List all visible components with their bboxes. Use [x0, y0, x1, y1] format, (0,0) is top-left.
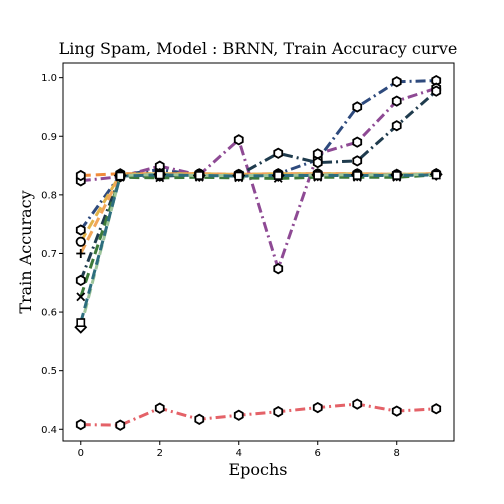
y-tick-label: 0.9: [41, 132, 57, 143]
series-10-point: [234, 171, 244, 181]
series-4-point: [391, 405, 402, 417]
series-3-point: [391, 120, 402, 132]
y-axis-ticks: 0.4 0.5 0.6 0.7 0.8 0.9 1.0: [41, 73, 63, 436]
series-3-point: [273, 147, 284, 159]
series-6-point: [75, 236, 86, 247]
y-tick-label: 0.8: [41, 190, 57, 201]
series-3-point: [431, 85, 442, 97]
series-line-8: [79, 173, 437, 298]
marker-layer: [74, 74, 443, 431]
series-1-point: [391, 76, 402, 88]
series-4-point: [273, 406, 284, 418]
series-10-point: [313, 171, 323, 180]
y-axis-label: Train Accuracy: [16, 190, 35, 313]
x-tick-label: 0: [78, 448, 84, 459]
series-10-point: [431, 170, 441, 180]
series-line-2: [80, 86, 437, 271]
series-10-point: [115, 171, 125, 181]
series-line-3: [79, 90, 438, 281]
series-10-point: [155, 170, 165, 180]
series-4-point: [431, 403, 442, 415]
series-8-point: [76, 292, 86, 302]
series-10-point: [194, 171, 204, 180]
series-4-point: [154, 402, 165, 414]
x-axis-ticks: 0 2 4 6 8: [78, 441, 400, 459]
series-3-point: [312, 156, 323, 169]
series-2-point: [352, 136, 363, 148]
series-3-point: [75, 274, 86, 287]
series-1-point: [352, 101, 363, 113]
series-4-point: [312, 401, 323, 414]
x-tick-label: 8: [394, 448, 400, 459]
y-tick-label: 1.0: [41, 73, 57, 84]
y-tick-label: 0.6: [41, 308, 57, 319]
series-line-7: [79, 172, 437, 255]
series-4-point: [233, 409, 244, 421]
chart-title: Ling Spam, Model : BRNN, Train Accuracy …: [59, 39, 458, 58]
series-2-point: [233, 134, 244, 146]
series-line-10: [79, 173, 437, 324]
series-5-point: [75, 169, 86, 182]
x-axis-label: Epochs: [228, 460, 287, 479]
series-7-point: [76, 248, 86, 258]
x-tick-label: 6: [315, 448, 321, 459]
series-layer: [79, 79, 438, 427]
series-line-9: [79, 172, 437, 328]
series-4-point: [194, 413, 205, 425]
series-10-point: [273, 171, 283, 180]
y-tick-label: 0.4: [41, 425, 57, 436]
plot-frame: [62, 62, 455, 442]
series-line-4: [80, 402, 437, 427]
y-tick-label: 0.7: [41, 249, 57, 260]
series-10-point: [352, 171, 362, 180]
series-10-point: [392, 171, 402, 180]
series-1-point: [75, 224, 86, 236]
x-tick-label: 2: [157, 448, 163, 459]
series-4-point: [115, 419, 126, 431]
series-10-point: [76, 318, 86, 328]
series-4-point: [75, 418, 86, 431]
series-4-point: [352, 398, 363, 410]
series-3-point: [352, 155, 363, 167]
y-tick-label: 0.5: [41, 366, 57, 377]
x-tick-label: 4: [236, 448, 242, 459]
series-2-point: [391, 95, 402, 107]
series-2-point: [273, 263, 284, 275]
